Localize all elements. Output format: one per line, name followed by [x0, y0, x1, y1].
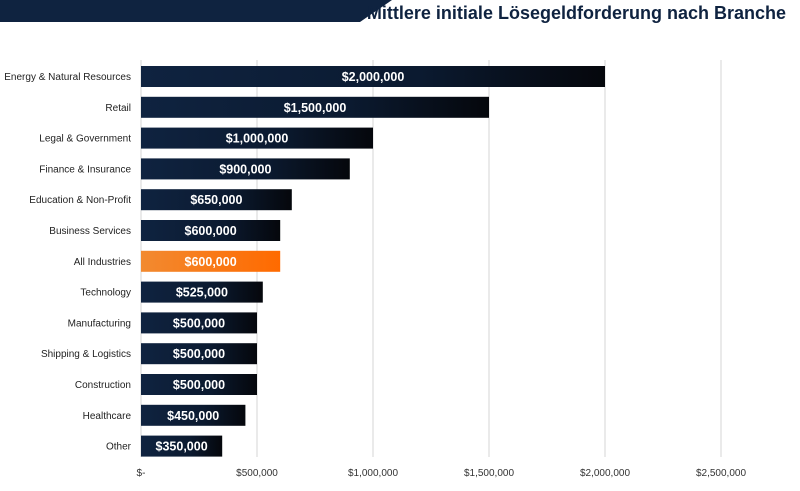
bar-highlight: [141, 250, 281, 272]
bar: [141, 220, 281, 241]
bar-value-label: $600,000: [185, 224, 237, 238]
category-labels: Energy & Natural Resources Retail Legal & …: [4, 72, 131, 453]
bar: [141, 312, 257, 334]
category-label: Healthcare: [83, 411, 132, 422]
chart-title: Mittlere initiale Lösegeldforderung nach…: [366, 3, 786, 23]
category-label: Energy & Natural Resources: [4, 72, 131, 83]
bar: [141, 96, 489, 118]
category-label: Manufacturing: [68, 318, 131, 329]
category-label: Education & Non-Profit: [29, 195, 131, 206]
bar-chart: $2,000,000 $1,500,000 $1,000,000 $900,000 $6…: [4, 60, 747, 479]
bar: [141, 189, 292, 211]
bar: [141, 66, 605, 87]
category-label: Business Services: [49, 226, 131, 237]
bar: [141, 404, 246, 426]
bar: [141, 435, 223, 457]
x-tick-label: $-: [137, 468, 146, 479]
x-tick-label: $1,000,000: [348, 468, 398, 479]
category-label: Other: [106, 442, 132, 453]
bars: $2,000,000 $1,500,000 $1,000,000 $900,000 $6…: [141, 66, 605, 457]
bar-value-label: $525,000: [176, 286, 228, 300]
category-label: Retail: [105, 103, 131, 114]
bar: [141, 343, 257, 365]
bar-value-label: $350,000: [156, 440, 208, 454]
category-label: Legal & Government: [39, 134, 131, 145]
bar: [141, 158, 350, 180]
bar-value-label: $450,000: [167, 409, 219, 423]
bar-value-label: $650,000: [190, 193, 242, 207]
x-tick-label: $2,000,000: [580, 468, 630, 479]
category-label: Construction: [75, 380, 131, 391]
bar-value-label: $900,000: [219, 162, 271, 176]
x-axis-ticks: $- $500,000 $1,000,000 $1,500,000 $2,000,000…: [137, 468, 747, 479]
bar: [141, 281, 263, 303]
bar: [141, 374, 257, 395]
banner-shape: [0, 0, 392, 22]
bar-value-label: $600,000: [185, 255, 237, 269]
category-label: Shipping & Logistics: [41, 349, 131, 360]
bar-value-label: $1,000,000: [226, 132, 289, 146]
category-label: All Industries: [74, 257, 131, 268]
bar-value-label: $500,000: [173, 347, 225, 361]
bar-value-label: $500,000: [173, 378, 225, 392]
bar: [141, 127, 373, 149]
category-label: Finance & Insurance: [39, 164, 131, 175]
header-banner: Mittlere initiale Lösegeldforderung nach…: [0, 0, 800, 30]
x-tick-label: $1,500,000: [464, 468, 514, 479]
category-label: Technology: [80, 288, 131, 299]
x-tick-label: $2,500,000: [696, 468, 746, 479]
bar-value-label: $1,500,000: [284, 101, 347, 115]
bar-value-label: $500,000: [173, 316, 225, 330]
bar-value-label: $2,000,000: [342, 70, 405, 84]
x-tick-label: $500,000: [236, 468, 278, 479]
